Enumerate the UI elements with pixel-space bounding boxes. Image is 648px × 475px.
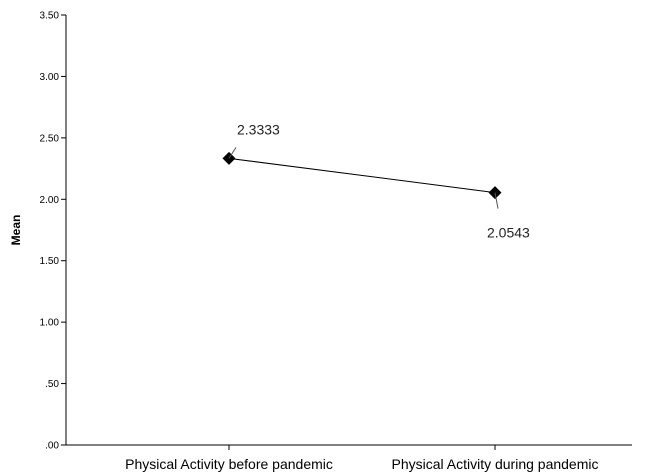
y-tick-label: 3.00 [40, 72, 60, 83]
y-tick-label: .00 [45, 441, 59, 452]
y-tick-label: 2.00 [40, 195, 60, 206]
y-tick-label: .50 [45, 379, 59, 390]
series-line [228, 157, 496, 194]
data-label-leader [494, 192, 499, 209]
data-label: 2.3333 [237, 121, 280, 137]
y-tick-label: 1.50 [40, 256, 60, 267]
y-tick-label: 3.50 [40, 11, 60, 22]
y-tick-label: 1.00 [40, 318, 60, 329]
data-label-leader [228, 147, 237, 159]
y-tick-label: 2.50 [40, 133, 60, 144]
x-tick-label: Physical Activity before pandemic [125, 456, 333, 472]
x-tick-label: Physical Activity during pandemic [392, 456, 599, 472]
plot-area: .00 .50 1.00 1.50 2.00 2.50 3.00 3.50 Physical A… [40, 11, 632, 472]
data-label: 2.0543 [487, 225, 530, 241]
y-axis-title: Mean [9, 215, 23, 246]
